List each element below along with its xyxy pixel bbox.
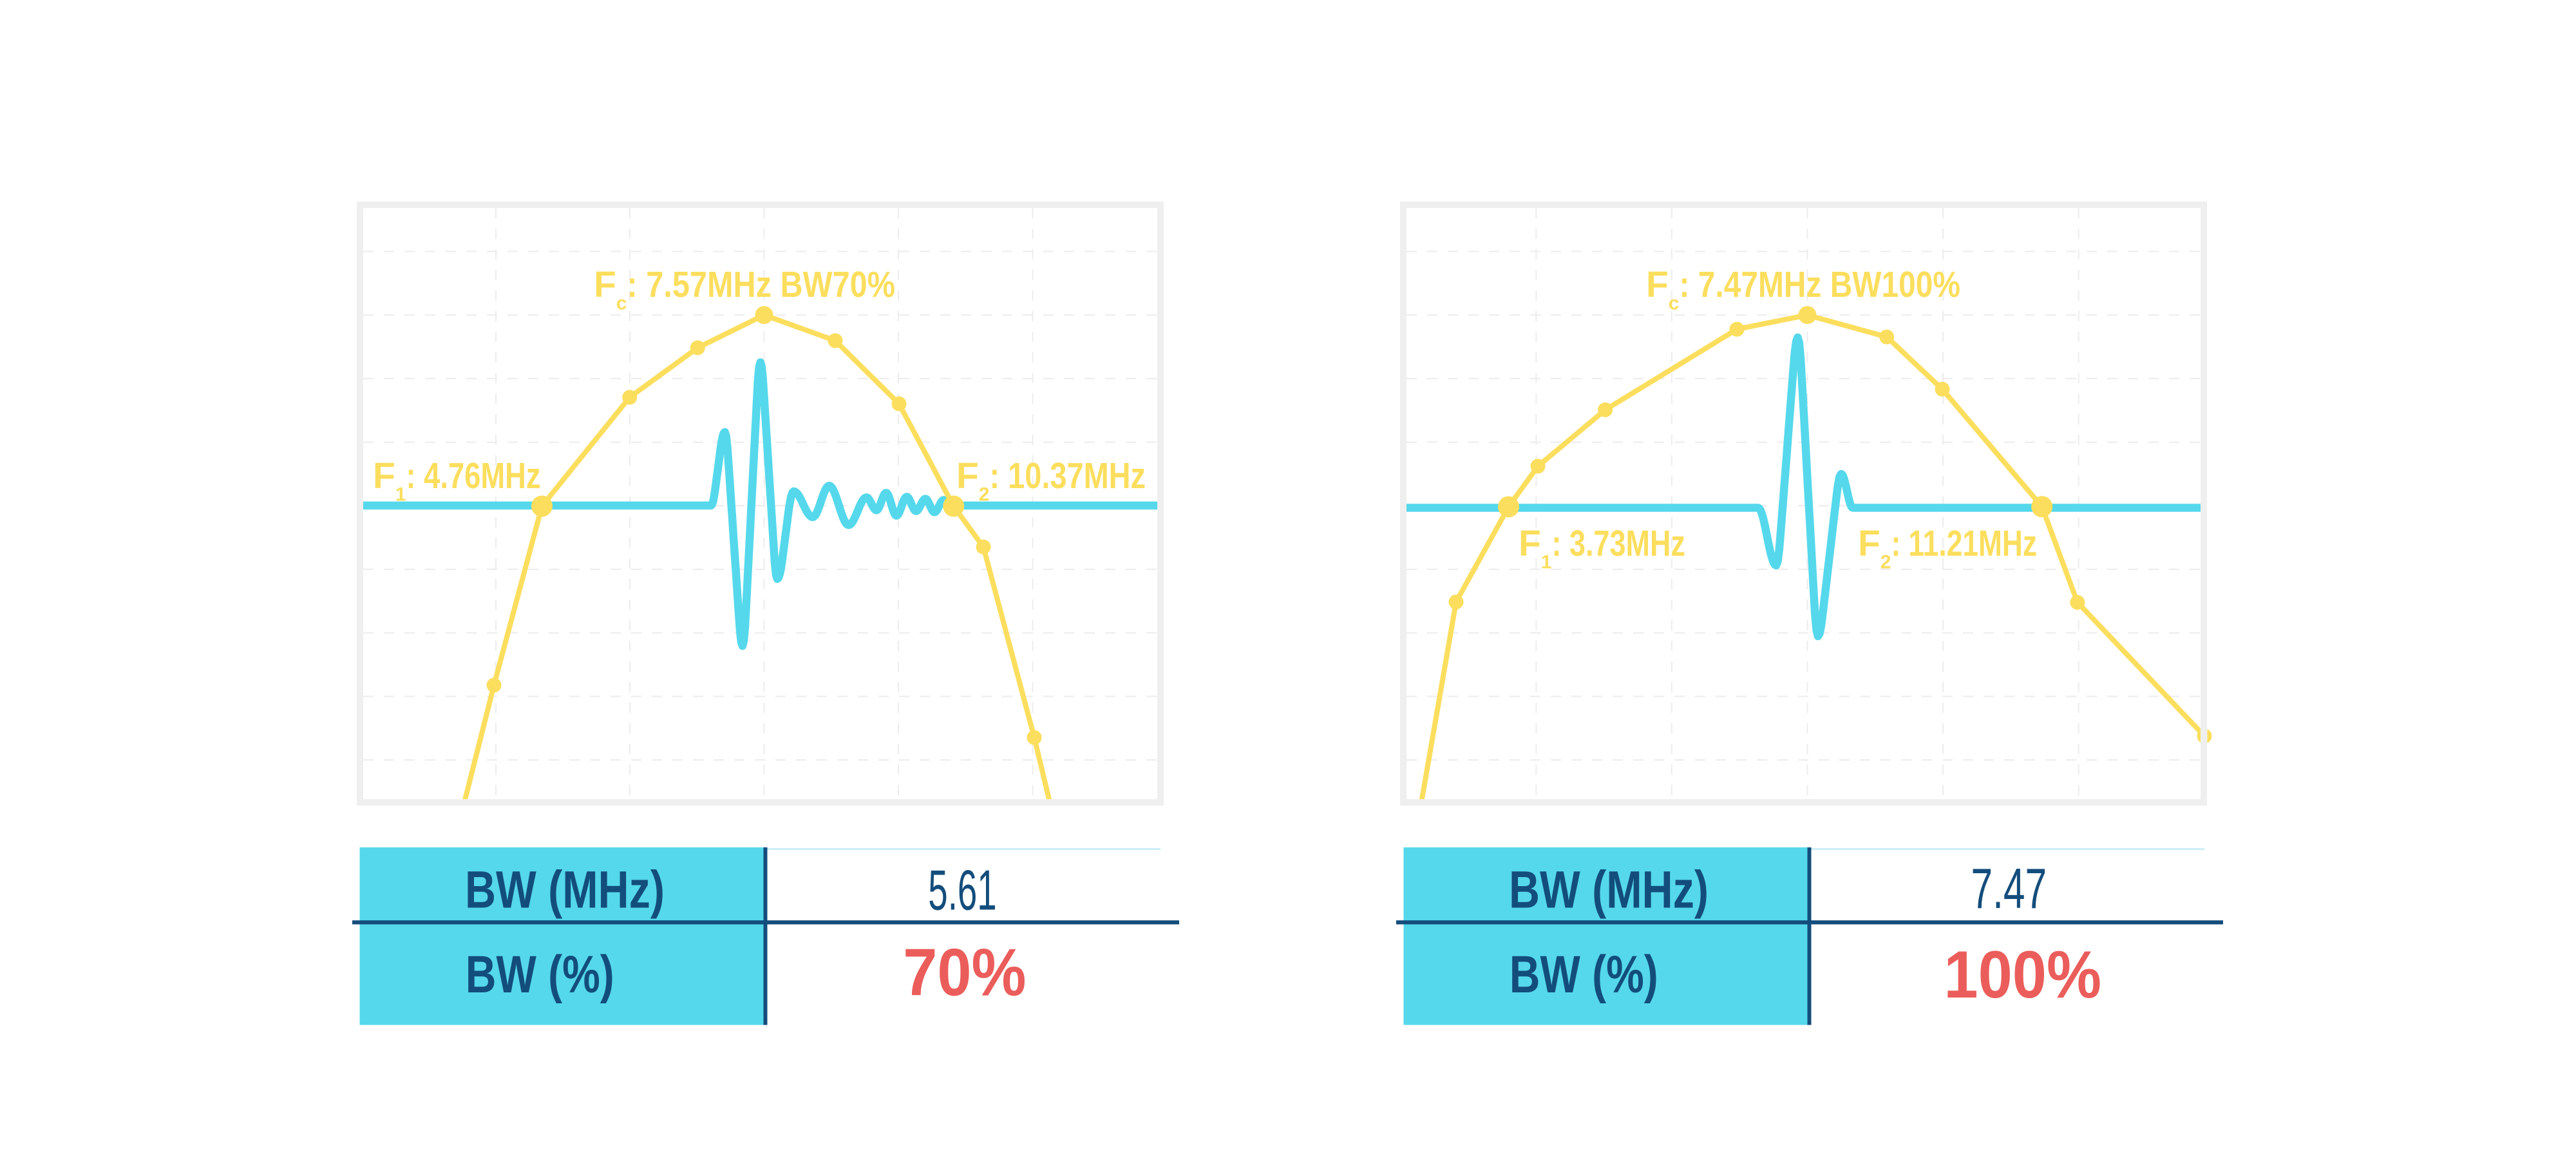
svg-text:1: 1 xyxy=(395,484,406,506)
svg-text:F: F xyxy=(594,264,616,305)
svg-text:: 10.37MHz: : 10.37MHz xyxy=(990,455,1146,497)
svg-text:: 7.47MHz BW100%: : 7.47MHz BW100% xyxy=(1680,264,1961,305)
svg-text:F: F xyxy=(1646,264,1669,305)
svg-text:: 7.57MHz BW70%: : 7.57MHz BW70% xyxy=(627,264,896,305)
svg-text:BW (%): BW (%) xyxy=(1510,945,1658,1004)
svg-text:BW (%): BW (%) xyxy=(466,945,614,1004)
svg-text:2: 2 xyxy=(1880,552,1891,573)
svg-text:70%: 70% xyxy=(903,936,1026,1010)
svg-text:c: c xyxy=(1669,293,1680,314)
svg-text:BW (MHz): BW (MHz) xyxy=(465,860,665,919)
svg-text:F: F xyxy=(1858,523,1880,564)
svg-text:: 11.21MHz: : 11.21MHz xyxy=(1891,523,2038,564)
svg-text:: 4.76MHz: : 4.76MHz xyxy=(406,455,541,497)
svg-text:BW (MHz): BW (MHz) xyxy=(1509,860,1709,919)
svg-text:5.61: 5.61 xyxy=(928,858,996,922)
svg-text:: 3.73MHz: : 3.73MHz xyxy=(1552,523,1686,564)
svg-text:100%: 100% xyxy=(1944,938,2101,1012)
svg-text:c: c xyxy=(616,293,627,314)
svg-text:2: 2 xyxy=(979,484,990,506)
svg-text:F: F xyxy=(373,455,395,497)
svg-text:F: F xyxy=(956,455,979,497)
svg-text:7.47: 7.47 xyxy=(1971,856,2047,920)
svg-text:F: F xyxy=(1519,523,1541,564)
svg-text:1: 1 xyxy=(1541,552,1552,573)
